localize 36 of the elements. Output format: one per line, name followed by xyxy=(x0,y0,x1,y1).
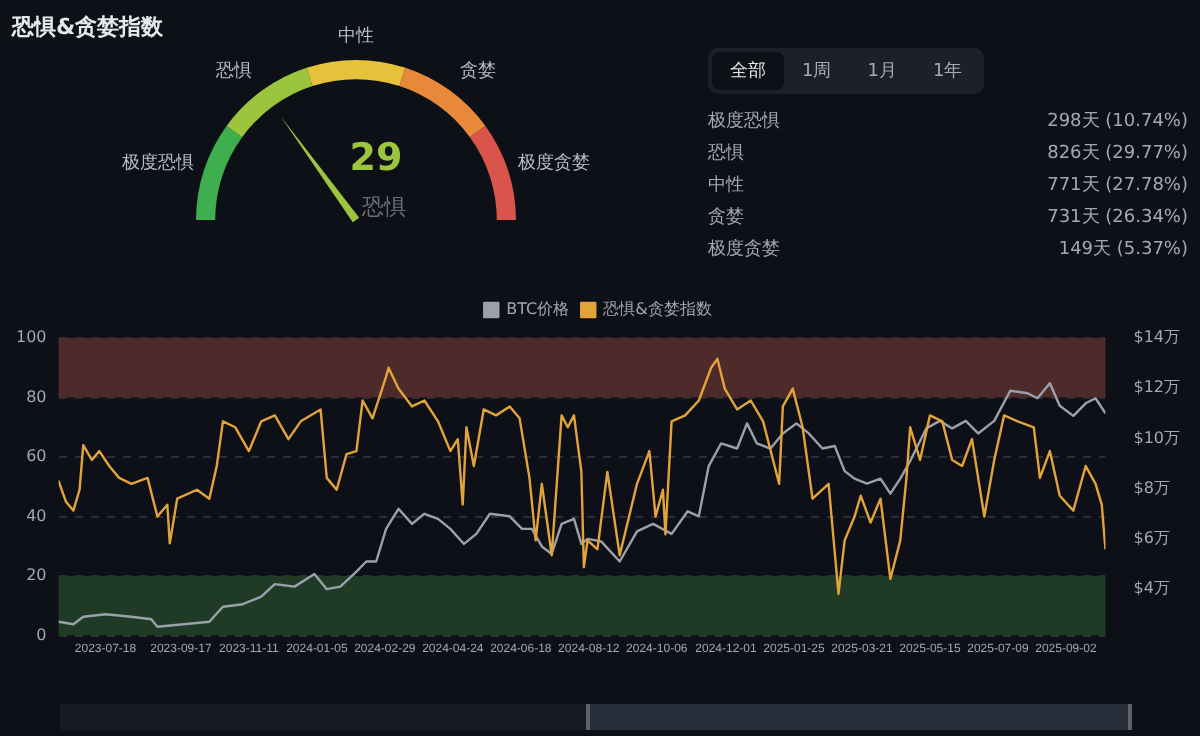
text: 恐惧 xyxy=(708,141,744,168)
y-tick-label: 20 xyxy=(26,566,47,585)
y-tick-label: 60 xyxy=(26,447,47,466)
text: 298天 (10.74%) xyxy=(1047,110,1188,136)
y2-tick-label: $14万 xyxy=(1133,328,1181,347)
text: 826天 (29.77%) xyxy=(1047,142,1188,168)
y2-tick-label: $8万 xyxy=(1133,478,1170,497)
text: 731天 (26.34%) xyxy=(1047,206,1188,232)
y-tick-label: 80 xyxy=(26,387,47,406)
legend-label: 恐惧&贪婪指数 xyxy=(601,300,712,319)
slice-label: 极度恐惧 xyxy=(120,151,195,174)
text: 全部 xyxy=(712,52,784,90)
y2-tick-label: $12万 xyxy=(1133,378,1181,397)
slice-label: 中性 xyxy=(338,24,374,47)
text: 恐惧 xyxy=(360,193,406,220)
y2-tick-label: $4万 xyxy=(1133,579,1170,598)
text: 29 xyxy=(349,135,403,180)
slice-label: 贪婪 xyxy=(460,59,497,82)
y2-tick-label: $10万 xyxy=(1133,428,1181,447)
slice-label: 极度贪婪 xyxy=(515,151,590,174)
text: 1月 xyxy=(865,60,899,86)
y-tick-label: 100 xyxy=(15,328,47,347)
text: 贪婪 xyxy=(708,205,744,232)
y-tick-label: 0 xyxy=(36,625,47,644)
text: 1年 xyxy=(930,59,965,86)
text: 极度贪婪 xyxy=(708,237,780,264)
text: 中性 xyxy=(708,173,744,200)
text: 771天 (27.78%) xyxy=(1047,174,1188,200)
slice-label: 恐惧 xyxy=(213,59,252,82)
chart-title: 恐惧&贪婪指数 xyxy=(12,12,164,42)
y-tick-label: 40 xyxy=(26,506,47,525)
text: 1周 xyxy=(800,60,834,86)
text: 149天 (5.37%) xyxy=(1058,238,1188,264)
y2-tick-label: $6万 xyxy=(1133,529,1170,548)
text: 极度恐惧 xyxy=(708,109,780,136)
legend-label: BTC价格 xyxy=(506,300,570,319)
